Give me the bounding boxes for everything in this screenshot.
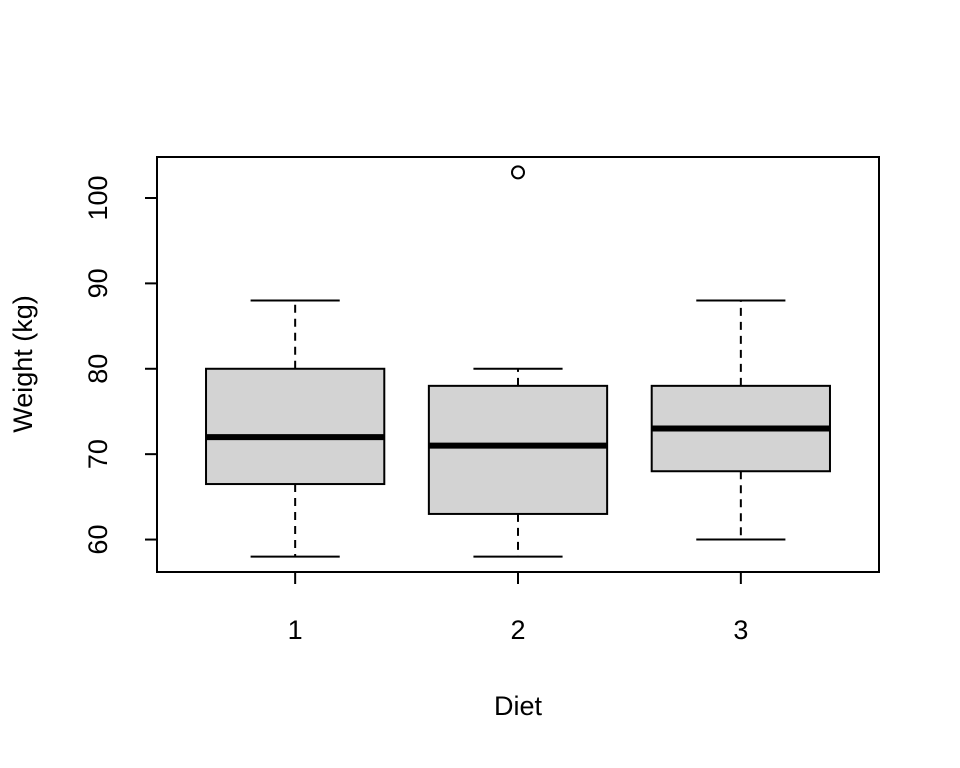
x-tick-label: 2 [510, 615, 525, 645]
x-axis-label: Diet [494, 691, 543, 721]
y-tick-label: 80 [83, 354, 113, 384]
box [205, 367, 386, 486]
y-tick-label: 70 [83, 439, 113, 469]
x-tick-label: 3 [733, 615, 748, 645]
y-tick-label: 100 [83, 175, 113, 220]
y-tick-label: 90 [83, 268, 113, 298]
box [427, 384, 609, 515]
y-axis-label: Weight (kg) [8, 295, 38, 433]
x-tick-label: 1 [288, 615, 303, 645]
y-tick-label: 60 [83, 525, 113, 555]
outlier [511, 165, 525, 180]
